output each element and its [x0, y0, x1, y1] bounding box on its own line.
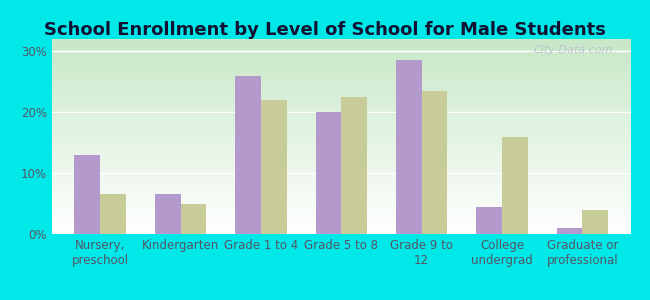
Bar	[476, 207, 502, 234]
Bar	[155, 194, 181, 234]
Bar	[235, 76, 261, 234]
Bar	[181, 203, 206, 234]
Bar	[261, 100, 287, 234]
Bar	[315, 112, 341, 234]
Bar	[582, 210, 608, 234]
Bar	[75, 155, 100, 234]
Bar	[396, 60, 422, 234]
Bar	[502, 136, 528, 234]
Text: School Enrollment by Level of School for Male Students: School Enrollment by Level of School for…	[44, 21, 606, 39]
Bar	[422, 91, 447, 234]
Bar	[341, 97, 367, 234]
Bar	[556, 228, 582, 234]
Bar	[100, 194, 126, 234]
Text: City-Data.com: City-Data.com	[534, 45, 613, 55]
